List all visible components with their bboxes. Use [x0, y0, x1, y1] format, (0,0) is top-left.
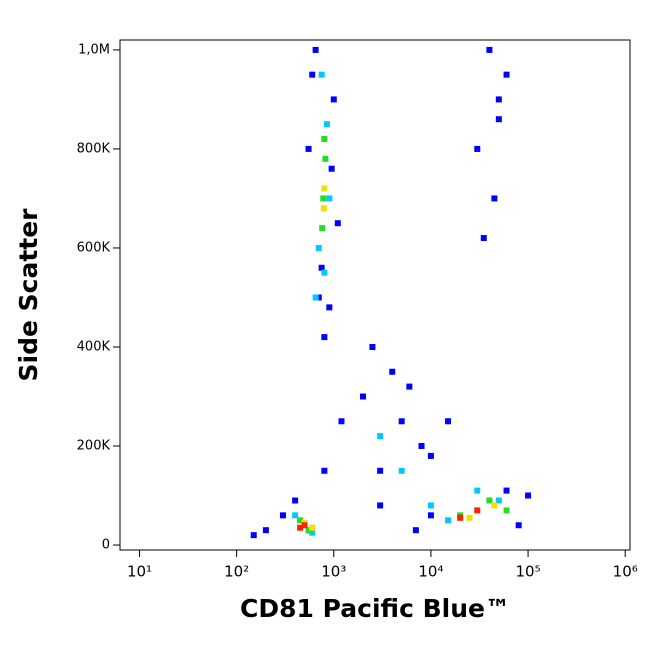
- point: [301, 522, 308, 529]
- point: [292, 497, 299, 504]
- point: [474, 487, 481, 494]
- point: [326, 304, 333, 311]
- point: [427, 452, 434, 459]
- point: [320, 205, 327, 212]
- point: [262, 527, 269, 534]
- point: [315, 294, 322, 301]
- point: [321, 185, 328, 192]
- point: [328, 165, 335, 172]
- point: [315, 244, 322, 251]
- x-tick-label: 10³: [321, 563, 346, 581]
- point: [474, 507, 481, 514]
- point: [322, 155, 329, 162]
- point: [319, 225, 326, 232]
- point: [369, 343, 376, 350]
- point: [312, 294, 319, 301]
- y-tick-label: 600K: [77, 240, 111, 255]
- point: [297, 524, 304, 531]
- point: [321, 467, 328, 474]
- x-axis-label: CD81 Pacific Blue™: [240, 594, 510, 623]
- point: [309, 71, 316, 78]
- point: [418, 443, 425, 450]
- point: [398, 418, 405, 425]
- point: [398, 467, 405, 474]
- point: [320, 195, 327, 202]
- point: [503, 487, 510, 494]
- point: [486, 46, 493, 53]
- point: [312, 46, 319, 53]
- x-tick-label: 10⁵: [516, 563, 541, 581]
- point: [515, 522, 522, 529]
- point: [377, 433, 384, 440]
- point: [309, 524, 316, 531]
- point: [457, 514, 464, 521]
- y-tick-label: 800K: [77, 141, 111, 156]
- point: [427, 512, 434, 519]
- point: [495, 497, 502, 504]
- point: [445, 517, 452, 524]
- x-tick-label: 10²: [224, 563, 249, 581]
- point: [427, 502, 434, 509]
- point: [321, 334, 328, 341]
- point: [318, 71, 325, 78]
- x-tick-label: 10⁴: [418, 563, 443, 581]
- point: [321, 136, 328, 143]
- y-tick-label: 200K: [77, 439, 111, 454]
- point: [309, 529, 316, 536]
- point: [486, 497, 493, 504]
- point: [377, 467, 384, 474]
- point: [474, 145, 481, 152]
- point: [360, 393, 367, 400]
- point: [389, 368, 396, 375]
- point: [330, 96, 337, 103]
- point: [491, 195, 498, 202]
- point: [305, 527, 312, 534]
- point: [323, 121, 330, 128]
- point: [334, 220, 341, 227]
- point: [318, 264, 325, 271]
- point: [292, 512, 299, 519]
- point: [326, 195, 333, 202]
- point: [466, 514, 473, 521]
- point: [495, 96, 502, 103]
- x-tick-label: 10¹: [127, 563, 152, 581]
- point: [321, 269, 328, 276]
- point: [297, 517, 304, 524]
- point: [412, 527, 419, 534]
- point: [250, 532, 257, 539]
- point: [279, 512, 286, 519]
- point: [495, 116, 502, 123]
- y-tick-label: 1,0M: [78, 42, 110, 57]
- point: [503, 71, 510, 78]
- x-tick-label: 10⁶: [613, 563, 638, 581]
- point: [406, 383, 413, 390]
- point: [480, 235, 487, 242]
- y-tick-label: 400K: [77, 339, 111, 354]
- plot-frame: [119, 39, 631, 551]
- y-axis-label: Side Scatter: [14, 208, 43, 382]
- point: [377, 502, 384, 509]
- point: [503, 507, 510, 514]
- y-tick-label: 0: [102, 538, 110, 553]
- point: [445, 418, 452, 425]
- point: [305, 145, 312, 152]
- point: [338, 418, 345, 425]
- point: [525, 492, 532, 499]
- point: [491, 502, 498, 509]
